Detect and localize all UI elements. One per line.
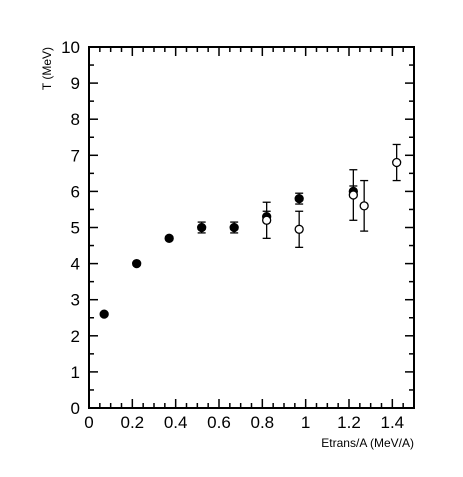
y-axis: 0 1 2 3 4 5 6 7 8 9 10 — [61, 38, 414, 418]
x-tick-label: 1.2 — [337, 413, 361, 432]
data-point-filled — [99, 309, 109, 319]
y-tick-label: 3 — [71, 291, 80, 310]
y-tick-label: 9 — [71, 74, 80, 93]
data-point-open — [294, 224, 304, 234]
x-axis: 0 0.2 0.4 0.6 0.8 1 1.2 1.4 — [84, 47, 415, 432]
x-tick-label: 0.4 — [164, 413, 188, 432]
data-point-filled — [229, 222, 239, 233]
data-point-open — [348, 190, 358, 200]
x-tick-label: 1.4 — [381, 413, 405, 432]
y-tick-label: 2 — [71, 327, 80, 346]
y-tick-label: 10 — [61, 38, 80, 57]
x-axis-label: Etrans/A (MeV/A) — [321, 436, 414, 450]
y-tick-label: 8 — [71, 110, 80, 129]
data-point-open — [392, 157, 402, 168]
y-tick-label: 7 — [71, 146, 80, 165]
x-tick-label: 0 — [84, 413, 93, 432]
y-tick-label: 4 — [71, 255, 80, 274]
x-tick-label: 0.2 — [121, 413, 145, 432]
data-markers — [99, 157, 402, 319]
y-tick-label: 1 — [71, 363, 80, 382]
x-tick-label: 0.8 — [251, 413, 275, 432]
data-point-filled — [132, 258, 142, 269]
y-tick-label: 5 — [71, 219, 80, 238]
data-point-filled — [164, 233, 174, 243]
x-tick-label: 0.6 — [207, 413, 231, 432]
plot-frame — [88, 46, 415, 409]
y-tick-label: 0 — [71, 399, 80, 418]
data-point-open — [262, 215, 272, 225]
error-bars — [165, 143, 401, 249]
y-axis-label: T (MeV) — [40, 47, 54, 90]
data-point-filled — [294, 193, 304, 204]
data-point-open — [359, 201, 369, 211]
y-tick-label: 6 — [71, 182, 80, 201]
x-tick-label: 1 — [301, 413, 310, 432]
data-point-filled — [197, 222, 207, 233]
